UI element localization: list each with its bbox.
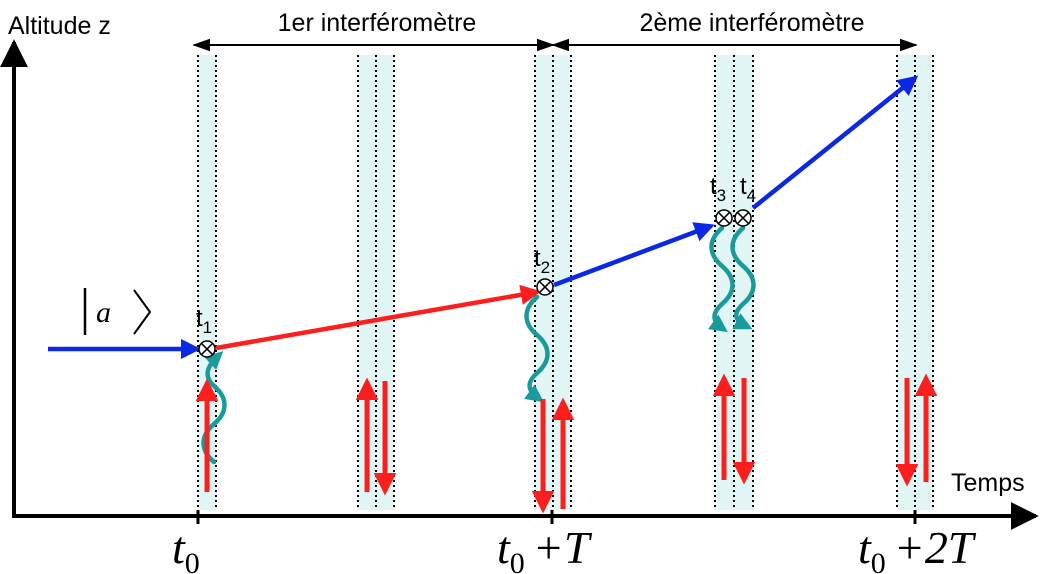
trajectory-segment-2 [553,222,715,288]
ket-state-label: a [83,288,152,335]
event-label-t4: t4 [740,173,756,205]
ket-symbol: a [96,296,111,329]
event-label-t1: t1 [196,305,212,337]
trajectory-segment-3 [751,75,919,210]
tick-label-t0: t0 [172,522,200,574]
photon-wave-4 [730,225,756,330]
interaction-point-t4 [734,209,752,227]
pulse-band-5 [896,55,934,510]
x-axis-label: Temps [951,469,1025,497]
beam-arrows [195,373,938,514]
trajectory-segment-1 [215,284,541,351]
event-label-t3: t3 [710,173,726,205]
axes [0,39,1039,530]
pulse-band-2 [357,55,395,510]
span-label-first: 1er interféromètre [278,9,477,37]
pulse-bands [197,55,934,510]
tick-label-t0-plus-T: t0 +T [497,522,593,574]
interaction-point-t2 [536,278,554,296]
interaction-point-t1 [198,340,216,358]
photon-wave-1 [201,351,227,465]
y-axis-label: Altitude z [8,12,111,40]
interaction-point-t3 [715,209,733,227]
span-label-second: 2ème interféromètre [639,9,864,37]
photon-wave-2 [523,294,550,403]
event-label-t2: t2 [534,245,550,277]
atom-trajectory [48,75,919,360]
tick-label-t0-plus-2T: t0 +2T [858,522,977,574]
photon-waves [201,225,756,465]
interaction-points [198,209,752,358]
photon-wave-3 [707,225,735,333]
